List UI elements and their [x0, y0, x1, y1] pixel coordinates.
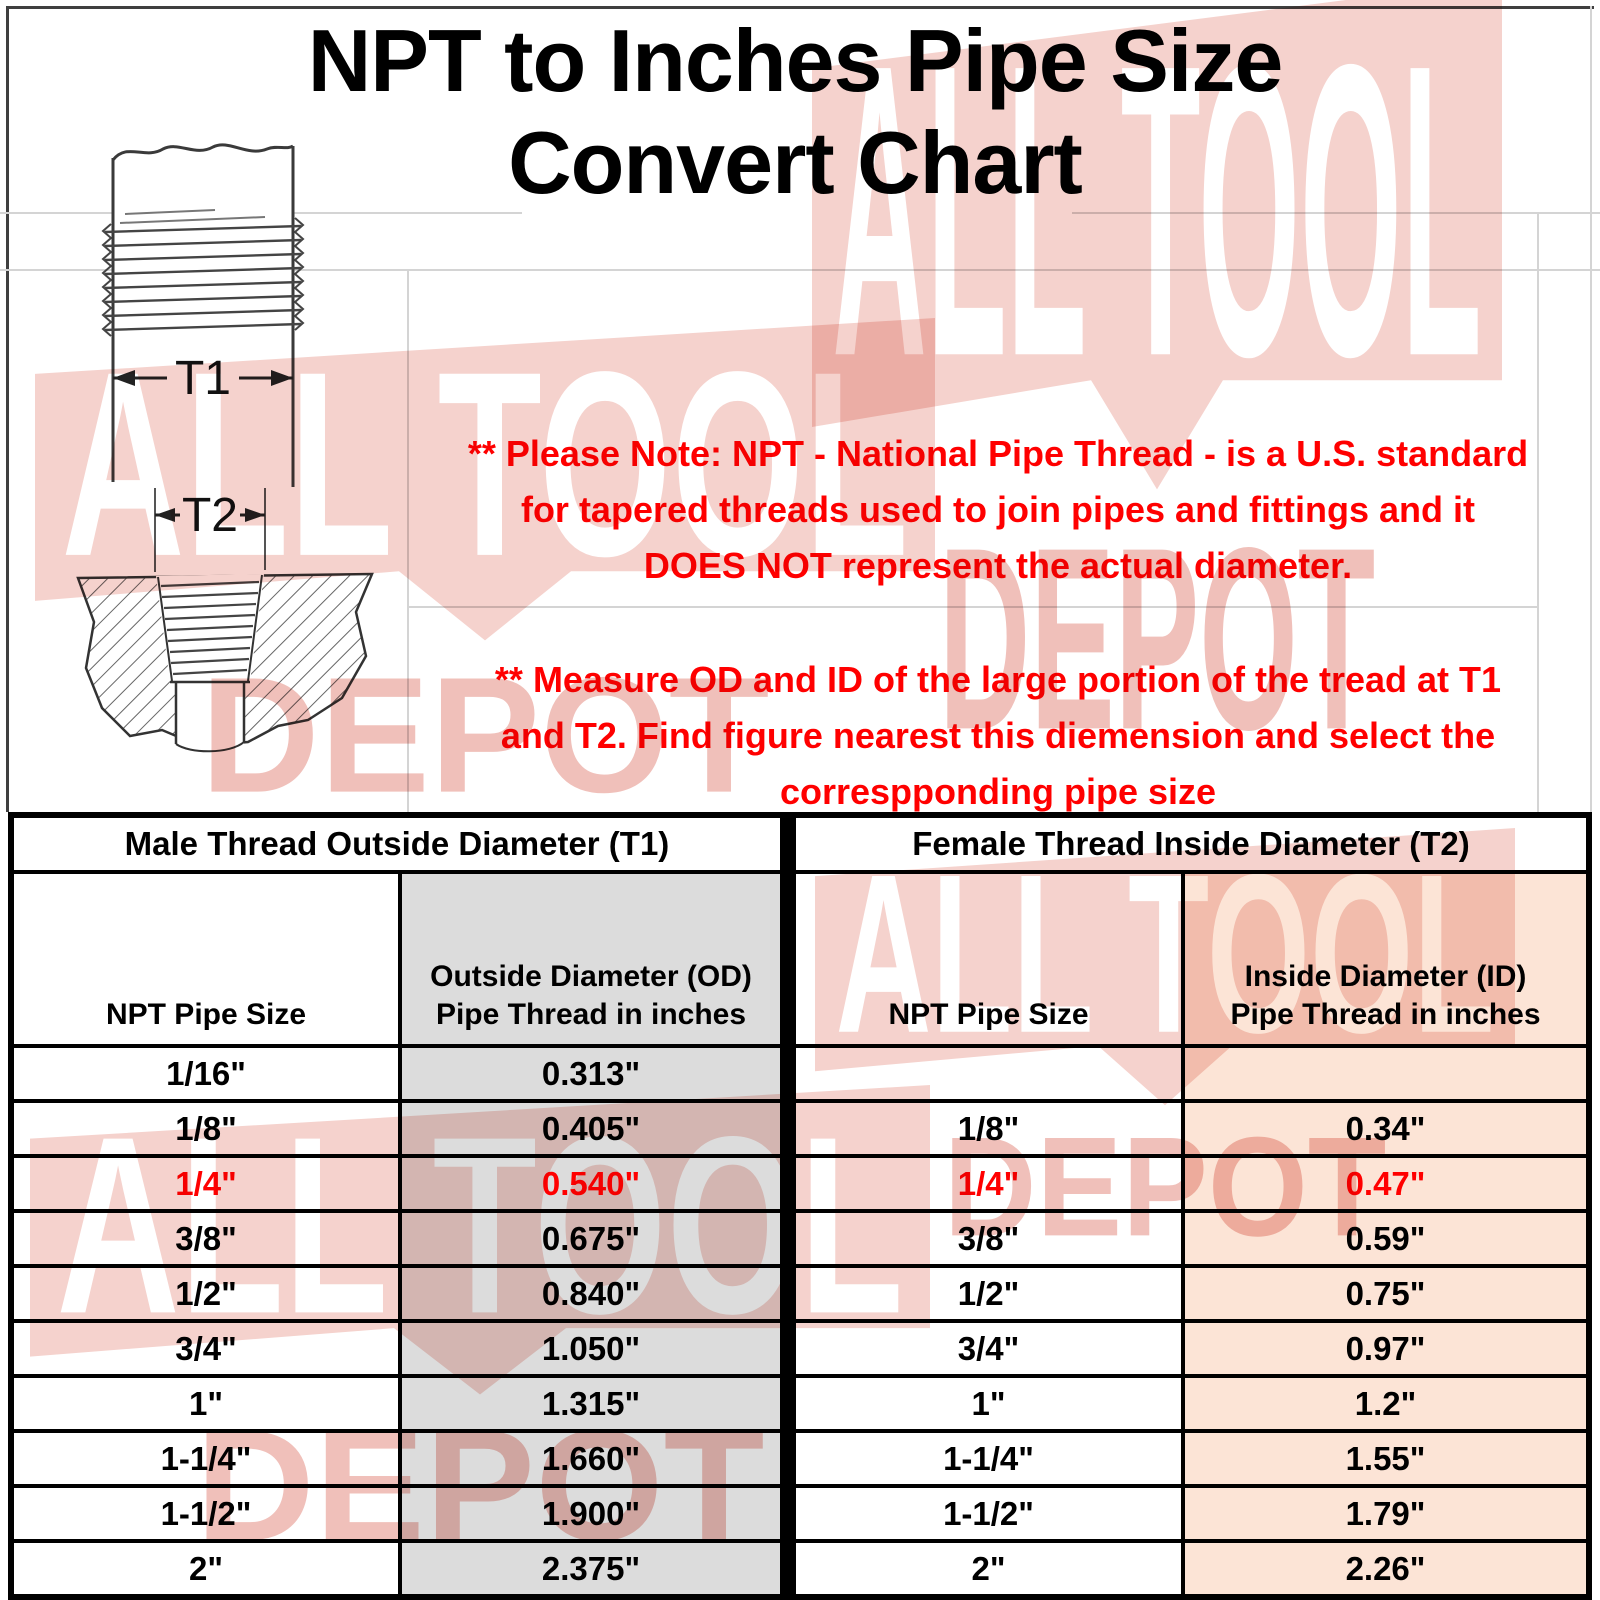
table-cell-id-value: 1.2" [1185, 1378, 1586, 1429]
table-center-divider [784, 818, 792, 1594]
table-cell-od-value: 1.660" [402, 1433, 780, 1484]
table-cell-npt-size: 1" [796, 1378, 1181, 1429]
table-cell-od-value-highlighted: 0.540" [402, 1158, 780, 1209]
table-cell-npt-size: 2" [796, 1543, 1181, 1594]
conversion-table: Male Thread Outside Diameter (T1) Female… [8, 812, 1592, 1600]
title-line-1: NPT to Inches Pipe Size [307, 11, 1284, 110]
table-cell-npt-size: 1/2" [14, 1268, 398, 1319]
right-size-column-header: NPT Pipe Size [796, 874, 1181, 1044]
table-cell-npt-size: 3/8" [796, 1213, 1181, 1264]
table-cell-od-value: 0.675" [402, 1213, 780, 1264]
table-cell-id-value: 1.55" [1185, 1433, 1586, 1484]
id-column-header: Inside Diameter (ID) Pipe Thread in inch… [1185, 874, 1586, 1044]
female-thread-diagram: T2 [76, 488, 374, 753]
table-cell-id-value: 1.79" [1185, 1488, 1586, 1539]
table-cell-npt-size: 1-1/4" [796, 1433, 1181, 1484]
gridline [0, 269, 1600, 271]
note-measurement-instructions: ** Measure OD and ID of the large portio… [494, 659, 1502, 812]
table-cell-od-value: 1.050" [402, 1323, 780, 1374]
gridline [409, 606, 1537, 608]
note-npt-definition: ** Please Note: NPT - National Pipe Thre… [467, 433, 1529, 586]
table-cell-npt-size: 2" [14, 1543, 398, 1594]
table-cell-id-value-highlighted: 0.47" [1185, 1158, 1586, 1209]
table-cell-od-value: 0.840" [402, 1268, 780, 1319]
table-cell-od-value: 2.375" [402, 1543, 780, 1594]
table-cell-id-value [1185, 1048, 1586, 1099]
table-cell-npt-size-highlighted: 1/4" [796, 1158, 1181, 1209]
od-column-header: Outside Diameter (OD) Pipe Thread in inc… [402, 874, 780, 1044]
top-border-line [6, 6, 1594, 9]
table-cell-npt-size: 1/16" [14, 1048, 398, 1099]
table-cell-od-value: 0.313" [402, 1048, 780, 1099]
table-cell-id-value: 0.34" [1185, 1103, 1586, 1154]
male-table-title: Male Thread Outside Diameter (T1) [14, 818, 780, 870]
left-border-line [6, 6, 9, 812]
male-thread-diagram: T1 [101, 143, 305, 487]
table-cell-npt-size [796, 1048, 1181, 1099]
table-cell-id-value: 0.59" [1185, 1213, 1586, 1264]
t2-dimension-label: T2 [182, 489, 238, 542]
table-cell-npt-size: 1-1/2" [796, 1488, 1181, 1539]
table-cell-npt-size: 1/8" [14, 1103, 398, 1154]
table-cell-od-value: 1.315" [402, 1378, 780, 1429]
gridline [1590, 6, 1592, 812]
table-cell-id-value: 0.75" [1185, 1268, 1586, 1319]
table-cell-npt-size: 1-1/4" [14, 1433, 398, 1484]
t1-dimension-label: T1 [175, 352, 231, 405]
table-cell-od-value: 0.405" [402, 1103, 780, 1154]
left-size-column-header: NPT Pipe Size [14, 874, 398, 1044]
table-cell-npt-size: 3/8" [14, 1213, 398, 1264]
table-cell-npt-size: 1/2" [796, 1268, 1181, 1319]
table-cell-npt-size: 1-1/2" [14, 1488, 398, 1539]
table-cell-npt-size: 3/4" [796, 1323, 1181, 1374]
table-cell-od-value: 1.900" [402, 1488, 780, 1539]
gridline [1537, 212, 1539, 812]
table-cell-npt-size: 1/8" [796, 1103, 1181, 1154]
table-cell-id-value: 2.26" [1185, 1543, 1586, 1594]
table-cell-npt-size: 3/4" [14, 1323, 398, 1374]
table-cell-npt-size: 1" [14, 1378, 398, 1429]
table-cell-id-value: 0.97" [1185, 1323, 1586, 1374]
table-cell-npt-size-highlighted: 1/4" [14, 1158, 398, 1209]
female-table-title: Female Thread Inside Diameter (T2) [796, 818, 1586, 870]
